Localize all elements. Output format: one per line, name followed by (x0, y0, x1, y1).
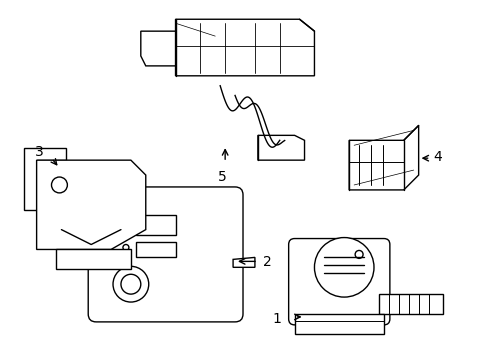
Circle shape (354, 251, 362, 258)
Circle shape (113, 266, 148, 302)
Polygon shape (294, 314, 383, 334)
Polygon shape (348, 125, 418, 190)
Polygon shape (24, 148, 66, 210)
Text: 5: 5 (217, 170, 226, 184)
Circle shape (117, 221, 124, 229)
FancyBboxPatch shape (88, 187, 243, 322)
Text: 2: 2 (263, 255, 271, 269)
Polygon shape (56, 249, 131, 269)
Text: 1: 1 (272, 312, 281, 326)
Circle shape (314, 238, 373, 297)
Polygon shape (257, 135, 304, 160)
FancyBboxPatch shape (288, 239, 389, 325)
Circle shape (122, 244, 129, 251)
Text: 4: 4 (433, 150, 441, 164)
Polygon shape (141, 31, 175, 66)
Text: 3: 3 (35, 145, 43, 159)
Circle shape (51, 177, 67, 193)
Polygon shape (37, 160, 145, 249)
Polygon shape (378, 294, 443, 314)
Polygon shape (233, 257, 254, 267)
Circle shape (121, 274, 141, 294)
Polygon shape (175, 19, 314, 76)
Polygon shape (136, 242, 175, 257)
Polygon shape (136, 215, 175, 235)
